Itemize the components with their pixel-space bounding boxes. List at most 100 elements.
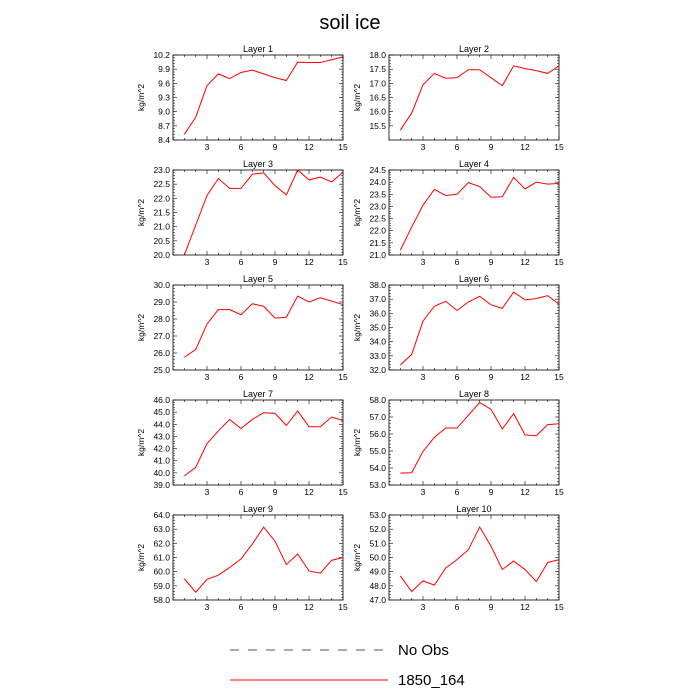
y-axis-label: kg/m^2 bbox=[352, 544, 362, 571]
y-tick-label: 16.5 bbox=[369, 93, 386, 103]
y-tick-label: 24.0 bbox=[369, 177, 386, 187]
y-tick-label: 40.0 bbox=[153, 468, 170, 478]
y-tick-label: 22.0 bbox=[153, 193, 170, 203]
legend-label-1850-164: 1850_164 bbox=[398, 672, 465, 689]
y-axis-label: kg/m^2 bbox=[136, 544, 146, 571]
y-axis-label: kg/m^2 bbox=[352, 199, 362, 226]
x-tick-label: 6 bbox=[239, 257, 244, 267]
y-tick-label: 52.0 bbox=[369, 524, 386, 534]
panel-title: Layer 10 bbox=[456, 504, 491, 514]
x-tick-label: 15 bbox=[554, 142, 564, 152]
y-tick-label: 21.0 bbox=[369, 250, 386, 260]
y-tick-label: 18.0 bbox=[369, 50, 386, 60]
x-tick-label: 6 bbox=[239, 602, 244, 612]
y-tick-label: 36.0 bbox=[369, 308, 386, 318]
y-tick-label: 23.0 bbox=[153, 165, 170, 175]
y-tick-label: 9.6 bbox=[158, 78, 170, 88]
panel-5: Layer 5 kg/m^2 3 6 9 12 15 25.0 26.0 27.0 28.0 29.0… bbox=[136, 274, 348, 382]
y-tick-label: 22.5 bbox=[369, 214, 386, 224]
panel-7: Layer 7 kg/m^2 3 6 9 12 15 39.0 40.0 41.0 42.0 43.0… bbox=[136, 389, 348, 497]
y-tick-label: 42.0 bbox=[153, 444, 170, 454]
y-axis-label: kg/m^2 bbox=[136, 199, 146, 226]
y-tick-label: 21.0 bbox=[153, 222, 170, 232]
y-tick-label: 21.5 bbox=[153, 208, 170, 218]
x-tick-label: 12 bbox=[520, 602, 530, 612]
x-tick-label: 9 bbox=[273, 372, 278, 382]
y-tick-label: 22.0 bbox=[369, 226, 386, 236]
y-tick-label: 46.0 bbox=[153, 395, 170, 405]
y-tick-label: 47.0 bbox=[369, 595, 386, 605]
y-tick-label: 28.0 bbox=[153, 314, 170, 324]
y-tick-label: 58.0 bbox=[153, 595, 170, 605]
y-tick-label: 17.5 bbox=[369, 64, 386, 74]
y-axis-label: kg/m^2 bbox=[352, 84, 362, 111]
plot-frame bbox=[388, 514, 560, 601]
x-tick-label: 12 bbox=[304, 487, 314, 497]
y-tick-label: 50.0 bbox=[369, 553, 386, 563]
panel-title: Layer 9 bbox=[243, 504, 273, 514]
series-line-1850-164 bbox=[400, 401, 560, 474]
figure-title: soil ice bbox=[319, 12, 380, 34]
panel-2: Layer 2 kg/m^2 3 6 9 12 15 15.5 16.0 16.5 17.0 17.5… bbox=[352, 44, 564, 152]
plot-frame bbox=[388, 169, 560, 256]
x-tick-label: 3 bbox=[421, 142, 426, 152]
panel-6: Layer 6 kg/m^2 3 6 9 12 15 32.0 33.0 34.0 35.0 36.0… bbox=[352, 274, 564, 382]
x-tick-label: 15 bbox=[338, 142, 348, 152]
x-tick-label: 3 bbox=[421, 487, 426, 497]
panel-title: Layer 3 bbox=[243, 159, 273, 169]
series-line-1850-164 bbox=[184, 295, 344, 358]
x-tick-label: 9 bbox=[489, 372, 494, 382]
x-tick-label: 6 bbox=[455, 257, 460, 267]
y-tick-label: 8.7 bbox=[158, 121, 170, 131]
panel-8: Layer 8 kg/m^2 3 6 9 12 15 53.0 54.0 55.0 56.0 57.0… bbox=[352, 389, 564, 497]
plot-frame bbox=[172, 514, 344, 601]
panels-grid: Layer 1 kg/m^2 3 6 9 12 15 8.4 8.7 9.0 9.3 9.6 9.9 10… bbox=[136, 44, 564, 612]
panel-title: Layer 1 bbox=[243, 44, 273, 54]
y-tick-label: 22.5 bbox=[153, 179, 170, 189]
x-tick-label: 3 bbox=[205, 257, 210, 267]
x-tick-label: 3 bbox=[421, 257, 426, 267]
x-tick-label: 15 bbox=[554, 487, 564, 497]
y-tick-label: 25.0 bbox=[153, 365, 170, 375]
y-tick-label: 24.5 bbox=[369, 165, 386, 175]
x-tick-label: 6 bbox=[455, 142, 460, 152]
x-tick-label: 12 bbox=[520, 372, 530, 382]
panel-title: Layer 8 bbox=[459, 389, 489, 399]
y-axis-label: kg/m^2 bbox=[352, 314, 362, 341]
panel-4: Layer 4 kg/m^2 3 6 9 12 15 21.0 21.5 22.0 22.5 23.0… bbox=[352, 159, 564, 267]
y-tick-label: 23.0 bbox=[369, 201, 386, 211]
y-tick-label: 35.0 bbox=[369, 323, 386, 333]
y-axis-label: kg/m^2 bbox=[352, 429, 362, 456]
y-tick-label: 8.4 bbox=[158, 135, 170, 145]
plot-frame bbox=[172, 54, 344, 141]
x-tick-label: 9 bbox=[489, 257, 494, 267]
y-tick-label: 9.3 bbox=[158, 93, 170, 103]
y-tick-label: 10.2 bbox=[153, 50, 170, 60]
x-tick-label: 3 bbox=[421, 372, 426, 382]
x-tick-label: 12 bbox=[520, 487, 530, 497]
x-tick-label: 15 bbox=[554, 602, 564, 612]
x-tick-label: 6 bbox=[239, 487, 244, 497]
x-tick-label: 6 bbox=[239, 142, 244, 152]
x-tick-label: 9 bbox=[489, 602, 494, 612]
y-tick-label: 51.0 bbox=[369, 538, 386, 548]
x-tick-label: 9 bbox=[273, 142, 278, 152]
y-tick-label: 32.0 bbox=[369, 365, 386, 375]
series-line-1850-164 bbox=[399, 525, 560, 593]
legend: No Obs 1850_164 bbox=[230, 642, 465, 689]
y-tick-label: 16.0 bbox=[369, 107, 386, 117]
x-tick-label: 15 bbox=[338, 257, 348, 267]
panel-title: Layer 4 bbox=[459, 159, 489, 169]
x-tick-label: 12 bbox=[304, 372, 314, 382]
plot-frame bbox=[172, 284, 344, 371]
y-tick-label: 38.0 bbox=[369, 280, 386, 290]
plot-frame bbox=[172, 399, 344, 486]
y-tick-label: 30.0 bbox=[153, 280, 170, 290]
y-tick-label: 60.0 bbox=[153, 567, 170, 577]
y-axis-label: kg/m^2 bbox=[136, 314, 146, 341]
x-tick-label: 9 bbox=[273, 257, 278, 267]
y-tick-label: 34.0 bbox=[369, 337, 386, 347]
y-tick-label: 15.5 bbox=[369, 121, 386, 131]
y-tick-label: 49.0 bbox=[369, 567, 386, 577]
y-tick-label: 62.0 bbox=[153, 538, 170, 548]
